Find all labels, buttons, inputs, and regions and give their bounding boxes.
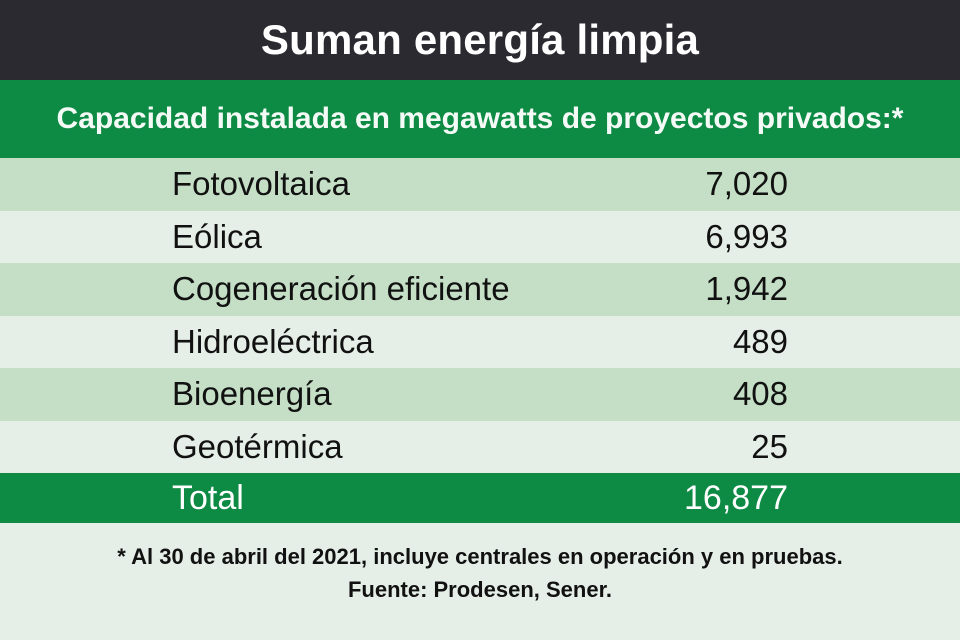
total-row: Total 16,877 bbox=[0, 473, 960, 523]
row-label: Eólica bbox=[172, 217, 262, 255]
total-label: Total bbox=[172, 478, 244, 517]
total-value: 16,877 bbox=[684, 478, 788, 517]
row-value: 6,993 bbox=[705, 217, 788, 255]
footnote: * Al 30 de abril del 2021, incluye centr… bbox=[117, 544, 843, 569]
table-row: Fotovoltaica 7,020 bbox=[0, 158, 960, 211]
chart-subtitle: Capacidad instalada en megawatts de proy… bbox=[56, 102, 904, 135]
row-label: Bioenergía bbox=[172, 375, 332, 413]
row-value: 408 bbox=[732, 375, 788, 413]
row-label: Fotovoltaica bbox=[172, 165, 350, 203]
row-value: 489 bbox=[732, 322, 788, 360]
row-label: Hidroeléctrica bbox=[172, 322, 374, 360]
row-label: Cogeneración eficiente bbox=[172, 270, 510, 308]
subtitle-bar: Capacidad instalada en megawatts de proy… bbox=[0, 80, 960, 158]
data-table: Fotovoltaica 7,020 Eólica 6,993 Cogenera… bbox=[0, 158, 960, 473]
table-row: Geotérmica 25 bbox=[0, 420, 960, 473]
row-value: 7,020 bbox=[705, 165, 788, 203]
row-label: Geotérmica bbox=[172, 427, 343, 465]
table-row: Hidroeléctrica 489 bbox=[0, 315, 960, 368]
table-row: Eólica 6,993 bbox=[0, 210, 960, 263]
table-row: Bioenergía 408 bbox=[0, 368, 960, 421]
row-value: 25 bbox=[751, 427, 788, 465]
table-row: Cogeneración eficiente 1,942 bbox=[0, 263, 960, 316]
notes: * Al 30 de abril del 2021, incluye centr… bbox=[0, 540, 960, 606]
chart-title: Suman energía limpia bbox=[260, 16, 700, 63]
row-value: 1,942 bbox=[705, 270, 788, 308]
title-bar: Suman energía limpia bbox=[0, 0, 960, 80]
source-credit: Fuente: Prodesen, Sener. bbox=[347, 577, 613, 602]
